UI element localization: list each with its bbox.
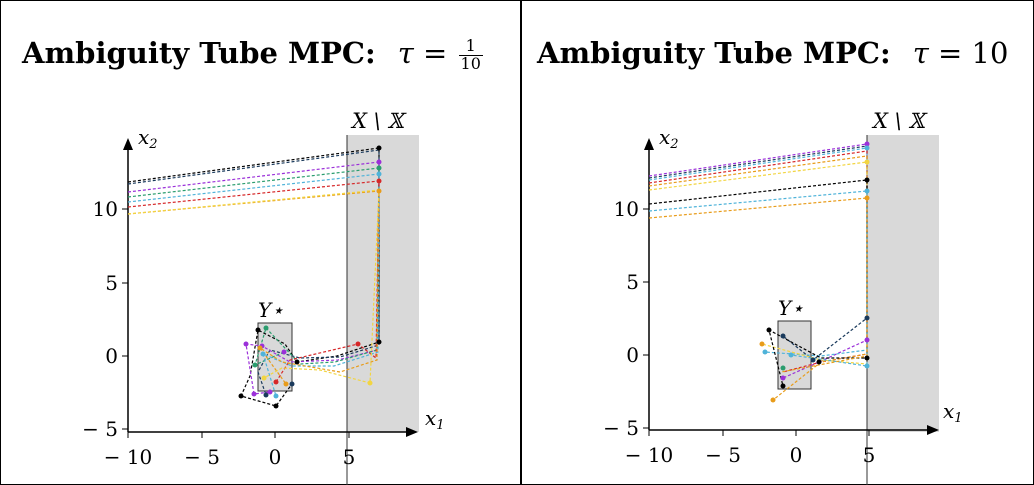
y-tick-label: 5	[626, 270, 639, 294]
trajectory-line	[648, 179, 868, 387]
trajectory-points	[238, 145, 382, 409]
x-tick-label: 0	[269, 445, 282, 469]
target-label: Y⋆	[258, 298, 284, 322]
title-text: Ambiguity Tube MPC:	[22, 36, 376, 70]
trajectory-line	[127, 147, 380, 407]
x-tick-label: 5	[343, 445, 356, 469]
obstacle-label: X \ 𝕏	[350, 109, 407, 133]
y-axis-label: x2	[659, 125, 679, 152]
y-tick-label: 5	[105, 271, 118, 295]
x-tick-label: − 5	[184, 445, 220, 469]
panel-left: Ambiguity Tube MPC: τ = 1 10 X \ 𝕏 Y⋆ x1 x…	[22, 36, 483, 485]
obstacle-label: X \ 𝕏	[871, 109, 928, 133]
x-tick-label: 0	[790, 443, 803, 467]
y-ticks: 10 5 0 − 5	[603, 197, 649, 440]
trajectory-line	[648, 143, 868, 379]
trajectory-line	[127, 189, 380, 384]
obstacle-region	[347, 135, 419, 432]
trajectory-line	[648, 150, 868, 373]
panel-title-right: Ambiguity Tube MPC: τ = 10	[537, 36, 1008, 70]
trajectory-line	[127, 173, 380, 397]
trajectory-lines	[127, 147, 380, 407]
y-tick-label: − 5	[82, 417, 118, 441]
x-ticks: − 10 − 5 0 5	[625, 430, 876, 467]
x-tick-label: − 5	[705, 443, 741, 467]
y-tick-label: 0	[105, 344, 118, 368]
y-ticks: 10 5 0 − 5	[82, 197, 128, 441]
trajectory-points	[759, 141, 870, 403]
trajectory-line	[127, 180, 380, 383]
y-axis-arrow	[123, 138, 133, 150]
x-tick-label: − 10	[104, 445, 153, 469]
x-axis-arrow	[406, 427, 418, 437]
plot-left: X \ 𝕏 Y⋆ x1 x2 − 10 − 5 0 5 10 5 0 − 5	[82, 109, 445, 485]
target-label: Y⋆	[778, 296, 804, 320]
y-axis-arrow	[644, 138, 654, 150]
trajectory-line	[648, 161, 868, 365]
trajectory-line	[648, 197, 868, 373]
trajectory-line	[648, 190, 868, 367]
y-tick-label: 10	[614, 197, 639, 221]
panel-divider	[520, 0, 522, 485]
x-tick-label: − 10	[625, 443, 674, 467]
tau-numerator: 1	[458, 37, 483, 56]
tau-symbol: τ =	[397, 36, 448, 70]
tau-fraction: 1 10	[458, 37, 483, 73]
tau-label: τ = 10	[913, 36, 1009, 70]
plot-right: X \ 𝕏 Y⋆ x1 x2 − 10 − 5 0 5 10 5 0 − 5	[603, 109, 963, 485]
tau-symbol: τ =	[912, 36, 963, 70]
x-axis-label: x1	[425, 406, 445, 433]
title-text: Ambiguity Tube MPC:	[537, 36, 891, 70]
obstacle-region	[867, 135, 939, 432]
x-axis-label: x1	[943, 399, 963, 426]
tau-denominator: 10	[460, 53, 481, 73]
trajectory-lines	[648, 143, 868, 401]
y-axis-label: x2	[138, 125, 158, 152]
trajectory-line	[648, 145, 868, 361]
panel-right: Ambiguity Tube MPC: τ = 10 X \ 𝕏 Y⋆ x1 x2…	[521, 0, 1034, 485]
x-tick-label: 5	[863, 443, 876, 467]
tau-value: 10	[971, 36, 1009, 70]
trajectory-line	[648, 147, 868, 357]
tau-label: τ = 1 10	[397, 36, 483, 73]
y-tick-label: 0	[626, 343, 639, 367]
trajectory-line	[648, 155, 868, 401]
trajectory-line	[127, 167, 380, 367]
x-ticks: − 10 − 5 0 5	[104, 432, 356, 469]
y-tick-label: − 5	[603, 416, 639, 440]
x-axis-arrow	[927, 425, 939, 435]
trajectory-line	[127, 161, 380, 395]
panel-title-left: Ambiguity Tube MPC: τ = 1 10	[22, 36, 483, 72]
y-tick-label: 10	[93, 197, 118, 221]
